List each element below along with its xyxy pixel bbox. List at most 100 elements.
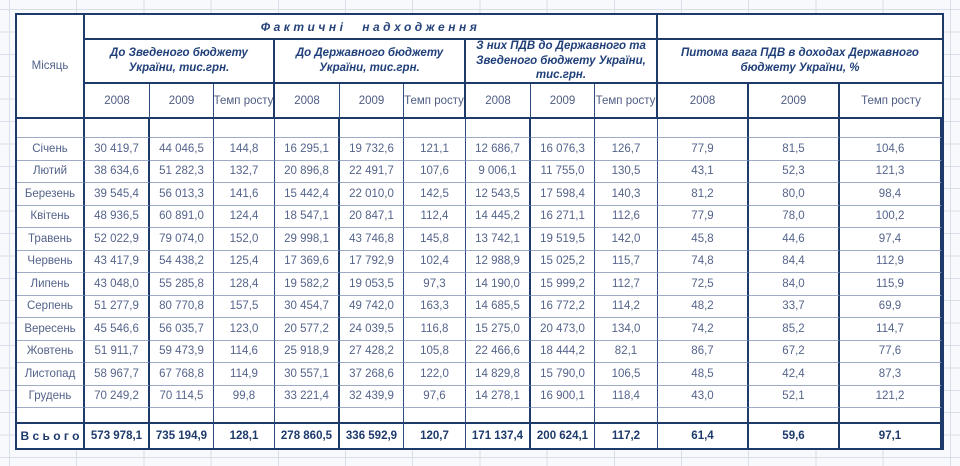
value-cell: 52,3 [749,160,840,183]
value-cell: 45 546,6 [85,318,150,341]
value-cell: 43,1 [658,160,749,183]
value-cell: 121,1 [404,138,466,161]
value-cell: 51 277,9 [85,295,150,318]
empty-cell [340,119,404,138]
value-cell: 16 295,1 [275,138,340,161]
value-cell: 15 790,0 [531,363,595,386]
value-cell: 52 022,9 [85,228,150,251]
value-cell: 13 742,1 [466,228,531,251]
value-cell: 43 746,8 [340,228,404,251]
value-cell: 118,4 [595,385,658,408]
group-header-vat-share: Питома вага ПДВ в доходах Державного бюд… [658,40,942,84]
value-cell: 20 473,0 [531,318,595,341]
value-cell: 15 275,0 [466,318,531,341]
value-cell: 16 271,1 [531,205,595,228]
empty-cell [466,119,531,138]
value-cell: 114,2 [595,295,658,318]
value-cell: 52,1 [749,385,840,408]
value-cell: 20 847,1 [340,205,404,228]
empty-cell [840,408,942,424]
year-header-2009: 2009 [531,84,595,119]
value-cell: 54 438,2 [150,250,214,273]
total-value-cell: 200 624,1 [531,424,595,448]
value-cell: 140,3 [595,183,658,206]
value-cell: 60 891,0 [150,205,214,228]
value-cell: 30 557,1 [275,363,340,386]
empty-cell [150,408,214,424]
total-value-cell: 120,7 [404,424,466,448]
value-cell: 32 439,9 [340,385,404,408]
value-cell: 55 285,8 [150,273,214,296]
value-cell: 44 046,5 [150,138,214,161]
value-cell: 20 896,8 [275,160,340,183]
value-cell: 14 829,8 [466,363,531,386]
value-cell: 18 547,1 [275,205,340,228]
total-value-cell: 278 860,5 [275,424,340,448]
empty-cell [531,119,595,138]
value-cell: 17 598,4 [531,183,595,206]
value-cell: 77,9 [658,138,749,161]
value-cell: 70 249,2 [85,385,150,408]
value-cell: 97,6 [404,385,466,408]
value-cell: 42,4 [749,363,840,386]
value-cell: 25 918,9 [275,340,340,363]
value-cell: 86,7 [658,340,749,363]
value-cell: 56 013,3 [150,183,214,206]
month-label: Жовтень [17,340,85,363]
total-value-cell: 128,1 [214,424,275,448]
value-cell: 116,8 [404,318,466,341]
value-cell: 107,6 [404,160,466,183]
month-label: Червень [17,250,85,273]
value-cell: 132,7 [214,160,275,183]
value-cell: 48,5 [658,363,749,386]
value-cell: 20 577,2 [275,318,340,341]
year-header-2008: 2008 [275,84,340,119]
value-cell: 30 419,7 [85,138,150,161]
value-cell: 112,7 [595,273,658,296]
month-label: Грудень [17,385,85,408]
value-cell: 24 039,5 [340,318,404,341]
value-cell: 97,4 [840,228,942,251]
value-cell: 69,9 [840,295,942,318]
year-header-growth: Темп росту [595,84,658,119]
column-header-month: Місяць [17,15,85,119]
empty-cell [214,408,275,424]
value-cell: 16 900,1 [531,385,595,408]
value-cell: 81,2 [658,183,749,206]
empty-cell [214,119,275,138]
value-cell: 37 268,6 [340,363,404,386]
year-header-2009: 2009 [340,84,404,119]
value-cell: 125,4 [214,250,275,273]
value-cell: 121,3 [840,160,942,183]
value-cell: 59 473,9 [150,340,214,363]
total-value-cell: 61,4 [658,424,749,448]
value-cell: 49 742,0 [340,295,404,318]
empty-cell [85,119,150,138]
value-cell: 157,5 [214,295,275,318]
value-cell: 126,7 [595,138,658,161]
month-label: Травень [17,228,85,251]
month-label: Березень [17,183,85,206]
value-cell: 67 768,8 [150,363,214,386]
value-cell: 112,6 [595,205,658,228]
total-value-cell: 336 592,9 [340,424,404,448]
group-header-vat-receipts: З них ПДВ до Державного та Зведеного бюд… [466,40,658,84]
value-cell: 14 278,1 [466,385,531,408]
year-header-2008: 2008 [658,84,749,119]
total-value-cell: 117,2 [595,424,658,448]
value-cell: 106,5 [595,363,658,386]
value-cell: 51 282,3 [150,160,214,183]
value-cell: 14 685,5 [466,295,531,318]
empty-cell [17,119,85,138]
value-cell: 48 936,5 [85,205,150,228]
value-cell: 11 755,0 [531,160,595,183]
value-cell: 128,4 [214,273,275,296]
value-cell: 12 543,5 [466,183,531,206]
total-value-cell: 735 194,9 [150,424,214,448]
total-value-cell: 97,1 [840,424,942,448]
empty-cell [150,119,214,138]
empty-cell [658,119,749,138]
value-cell: 80 770,8 [150,295,214,318]
empty-cell [275,119,340,138]
year-header-2009: 2009 [150,84,214,119]
